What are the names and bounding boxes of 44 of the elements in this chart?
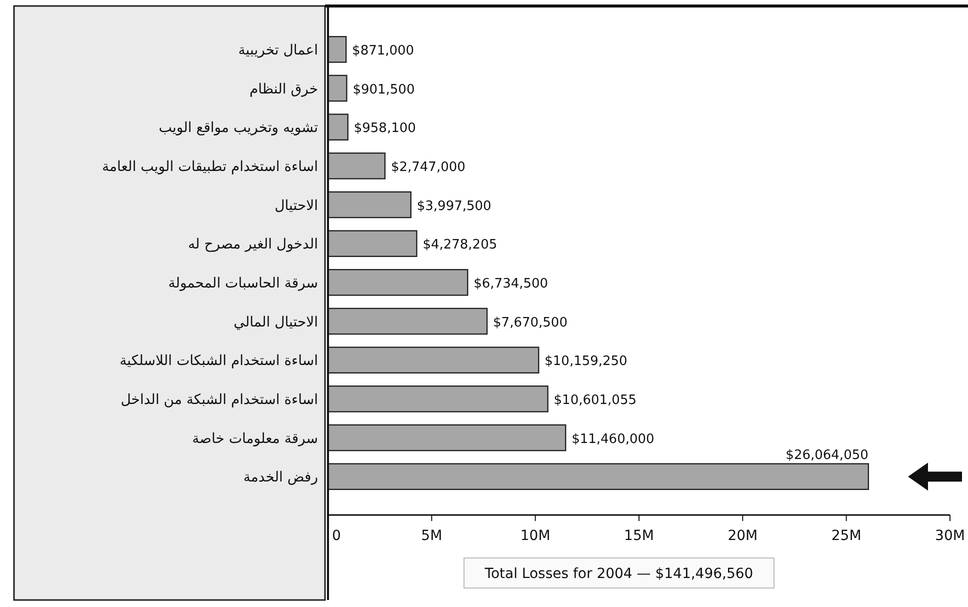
x-tick-label: 10M [520, 528, 550, 544]
bar [327, 36, 347, 63]
bar [327, 308, 488, 335]
y-tick-label: اساءة استخدام تطبيقات الويب العامة [102, 158, 318, 175]
y-tick-label: الدخول الغير مصرح له [188, 236, 318, 253]
bar [327, 346, 540, 374]
data-label: $6,734,500 [474, 276, 548, 292]
bar [327, 463, 869, 490]
data-label: $11,460,000 [572, 432, 654, 447]
x-tick-label: 5M [421, 528, 442, 544]
x-tick-label: 20M [728, 528, 758, 544]
data-label: $26,064,050 [786, 448, 868, 463]
y-tick-label: رفض الخدمة [243, 470, 318, 486]
x-tick-label: 0 [332, 528, 341, 544]
bar [327, 74, 348, 102]
x-tick-label: 25M [831, 528, 862, 544]
bar [327, 230, 418, 257]
y-tick-label: تشويه وتخريب مواقع الويب [158, 120, 318, 136]
bar [327, 191, 412, 218]
bar [327, 269, 468, 296]
data-label: $10,601,055 [554, 392, 637, 408]
bar [327, 152, 386, 180]
y-tick-label: الاحتيال المالي [234, 314, 318, 330]
data-label: $3,997,500 [416, 198, 492, 214]
y-tick-label: اساءة استخدام الشبكة من الداخل [120, 392, 318, 408]
bar [327, 386, 548, 412]
text: Total Losses for 2004 — $141,496,560 [484, 566, 754, 582]
data-label: $871,000 [352, 43, 414, 58]
data-label: $958,100 [354, 121, 416, 136]
y-tick-label: اساءة استخدام الشبكات اللاسلكية [120, 353, 318, 370]
y-tick-label: سرقة الحاسبات المحمولة [168, 275, 318, 292]
data-label: $7,670,500 [493, 315, 568, 330]
y-tick-label: الاحتيال [274, 198, 318, 214]
data-label: $10,159,250 [544, 354, 628, 370]
y-tick-label: اعمال تخريبية [238, 42, 318, 58]
data-label: $4,278,205 [422, 238, 498, 253]
x-tick-label: 30M [935, 528, 965, 544]
bar [327, 424, 566, 452]
x-tick-label: 15M [624, 528, 654, 544]
y-tick-label: سرقة معلومات خاصة [192, 430, 318, 447]
data-label: $2,747,000 [390, 160, 466, 175]
bar [327, 114, 348, 140]
data-label: $901,500 [352, 82, 415, 98]
y-tick-label: خرق النظام [250, 81, 318, 98]
